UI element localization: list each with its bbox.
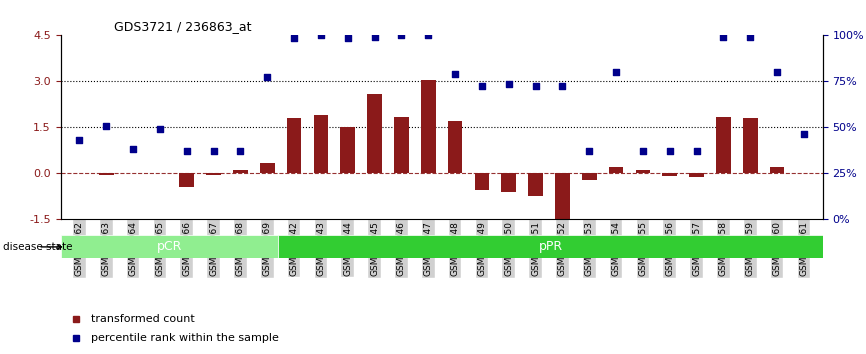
Point [770, 69, 784, 75]
Bar [99, 173, 113, 175]
Bar [448, 121, 462, 173]
Point [153, 126, 167, 132]
Text: pCR: pCR [157, 240, 182, 253]
FancyBboxPatch shape [61, 235, 278, 258]
Point [743, 34, 757, 40]
Point [797, 131, 811, 136]
Bar [636, 170, 650, 173]
FancyBboxPatch shape [278, 235, 823, 258]
Bar [609, 167, 624, 173]
Text: disease state: disease state [3, 242, 73, 252]
Point [341, 36, 355, 41]
Bar [421, 80, 436, 173]
Point [528, 83, 542, 89]
Point [180, 149, 194, 154]
Point [73, 137, 87, 143]
Point [126, 146, 140, 152]
Point [636, 149, 650, 154]
Text: pPR: pPR [539, 240, 563, 253]
Bar [475, 173, 489, 190]
Point [582, 149, 596, 154]
Text: GDS3721 / 236863_at: GDS3721 / 236863_at [114, 20, 251, 33]
Point [314, 33, 328, 38]
Point [609, 69, 623, 75]
Point [395, 33, 409, 38]
Bar [287, 118, 301, 173]
Bar [340, 127, 355, 173]
Bar [716, 117, 731, 173]
Point [662, 149, 676, 154]
Bar [233, 170, 248, 173]
Bar [743, 118, 758, 173]
Bar [179, 173, 194, 187]
Bar [313, 115, 328, 173]
Point [501, 82, 515, 87]
Point [689, 149, 703, 154]
Bar [770, 167, 785, 173]
Point [555, 83, 569, 89]
Point [368, 34, 382, 40]
Bar [206, 173, 221, 175]
Point [100, 123, 113, 129]
Bar [260, 163, 275, 173]
Point [207, 149, 221, 154]
Text: transformed count: transformed count [91, 314, 195, 324]
Bar [528, 173, 543, 196]
Bar [394, 117, 409, 173]
Bar [367, 94, 382, 173]
Point [234, 149, 248, 154]
Bar [689, 173, 704, 177]
Point [716, 34, 730, 40]
Point [422, 33, 436, 38]
Point [288, 36, 301, 41]
Point [475, 83, 488, 89]
Text: percentile rank within the sample: percentile rank within the sample [91, 333, 279, 343]
Bar [501, 173, 516, 192]
Bar [555, 173, 570, 219]
Bar [662, 173, 677, 176]
Bar [582, 173, 597, 180]
Point [448, 71, 462, 76]
Point [261, 74, 275, 80]
